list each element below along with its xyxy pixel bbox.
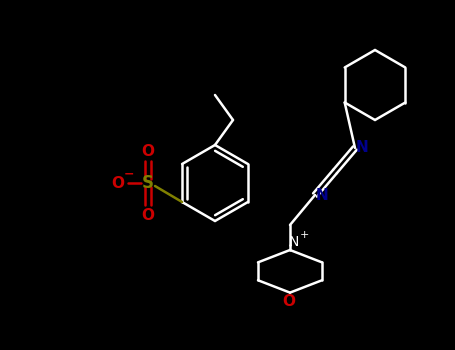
Text: O: O [142, 144, 155, 159]
Text: O: O [111, 175, 125, 190]
Text: O: O [142, 208, 155, 223]
Text: −: − [124, 168, 134, 181]
Text: N: N [356, 140, 369, 155]
Text: O: O [283, 294, 295, 309]
Text: N: N [289, 235, 299, 249]
Text: +: + [299, 230, 308, 240]
Text: S: S [142, 174, 154, 192]
Text: N: N [316, 188, 329, 203]
